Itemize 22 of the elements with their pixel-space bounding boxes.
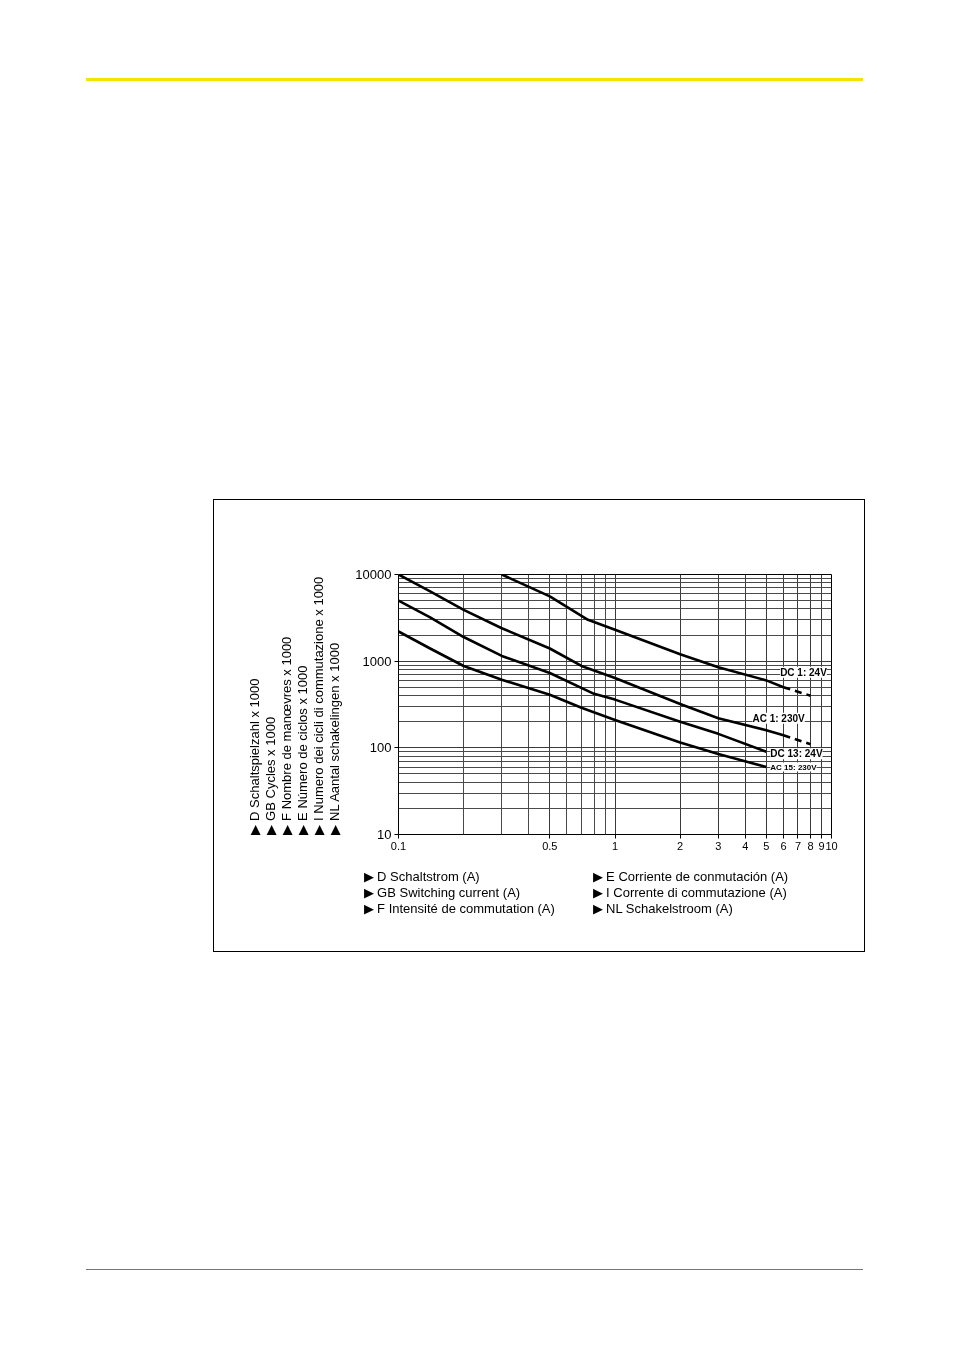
x-tick-label: 1 — [611, 839, 619, 852]
x-tick-label: 7 — [794, 839, 802, 852]
series-label: DC 1: 24V — [780, 666, 828, 678]
x-tick-label: 6 — [780, 839, 787, 852]
series-label: AC 1: 230V — [752, 712, 806, 724]
x-tick-label: 3 — [715, 839, 722, 852]
x-tick-label: 0.5 — [542, 839, 558, 852]
x-tick-label: 4 — [742, 839, 749, 852]
x-tick-label: 2 — [677, 839, 684, 852]
x-tick-label: 0.1 — [390, 839, 407, 852]
text: ▶ D Schaltstrom (A) ▶ GB Switching current (A) ▶ F Intensité de commutation (A) ▶ E Corriente de conmutación (A) ▶ I Corrente di commutazione (A) ▶ NL Schakelstroom (A) — [363, 869, 789, 916]
x-tick-label: 8 — [807, 839, 814, 852]
x-tick-label: 10 — [825, 839, 838, 852]
y-tick-label: 10 — [377, 827, 392, 842]
x-tick-label: 9 — [818, 839, 825, 852]
y-tick-label: 10000 — [355, 567, 392, 582]
y-axis-title: ▶ D Schaltspielzahl x 1000 ▶ GB Cycles x 1000 ▶ F Nombre de manœvres x 1000 ▶ E Número de ciclos x 1000 ▶ I Numero dei cicli di commutazione x 1000 ▶ NL Aantal schakelingen x 1000 — [247, 576, 342, 835]
series-label: AC 15: 230V — [770, 762, 818, 772]
y-tick-label: 1000 — [362, 653, 392, 669]
y-tick-label: 100 — [369, 740, 392, 756]
x-tick-label: 5 — [763, 839, 770, 852]
series-label: DC 13: 24V — [770, 748, 823, 760]
